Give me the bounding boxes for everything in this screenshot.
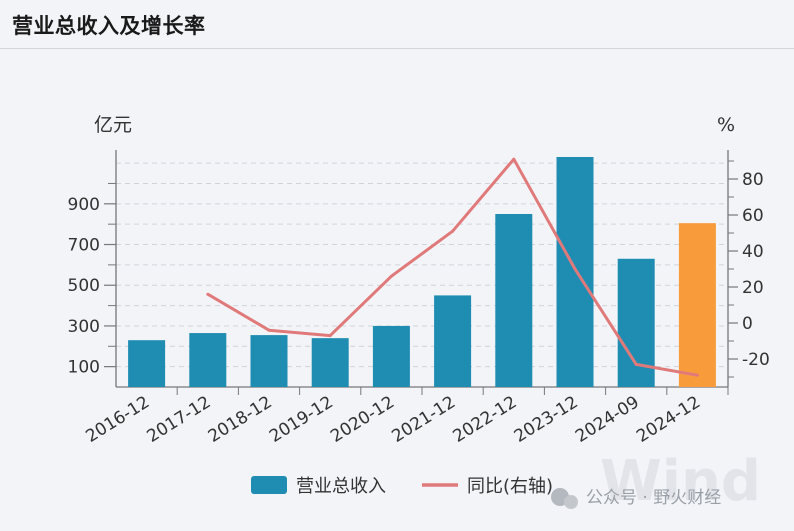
wechat-icon-small: [564, 495, 578, 509]
left-tick-label: 100: [68, 358, 100, 378]
x-tick-label: 2024-12: [633, 392, 704, 447]
legend-swatch-revenue: [251, 476, 287, 494]
legend-label-yoy: 同比(右轴): [467, 476, 553, 497]
bar-series: [128, 157, 716, 387]
yoy-point: [389, 274, 393, 278]
legend-label-revenue: 营业总收入: [296, 476, 386, 497]
bar-2021-12: [434, 295, 472, 387]
watermark: Wind: [600, 449, 761, 514]
x-tick-label: 2021-12: [388, 392, 459, 447]
right-tick-label: 80: [742, 170, 764, 190]
bar-2020-12: [372, 325, 410, 387]
right-tick-label: 0: [742, 314, 753, 334]
yoy-point: [451, 229, 455, 233]
axis-ticks: 100 300 500 700 900 -20 0 20 40 60 80: [68, 160, 770, 378]
yoy-point: [206, 292, 210, 296]
yoy-point: [328, 334, 332, 338]
chart-title: 营业总收入及增长率: [12, 14, 206, 38]
yoy-point: [634, 362, 638, 366]
chart-header: 营业总收入及增长率: [0, 0, 794, 49]
bar-2017-12: [189, 333, 227, 387]
watermark-logo: Wind: [600, 449, 761, 514]
watermark-text: 公众号 · 野火财经: [586, 488, 721, 508]
left-tick-label: 900: [68, 195, 100, 215]
grid-lines: [116, 162, 728, 368]
legend: 营业总收入 同比(右轴): [251, 476, 553, 497]
x-tick-labels: 2016-122017-122018-122019-122020-122021-…: [82, 387, 729, 447]
bar-2018-12: [250, 335, 288, 387]
bar-2016-12: [128, 340, 166, 387]
x-tick-label: 2018-12: [205, 392, 276, 447]
yoy-point: [573, 267, 577, 271]
x-tick-label: 2023-12: [511, 392, 582, 447]
left-tick-label: 300: [68, 317, 100, 337]
wechat-watermark: 公众号 · 野火财经: [551, 488, 721, 509]
yoy-point: [267, 328, 271, 332]
yoy-point: [512, 157, 516, 161]
bar-2022-12: [495, 213, 533, 387]
right-tick-label: 60: [742, 206, 764, 226]
x-tick-label: 2024-09: [572, 392, 643, 447]
right-tick-label: 40: [742, 242, 764, 262]
right-tick-label: -20: [742, 350, 770, 370]
bar-2024-12: [678, 223, 716, 387]
x-tick-label: 2016-12: [82, 392, 153, 447]
bar-2023-12: [556, 157, 594, 387]
yoy-point: [695, 373, 699, 377]
left-tick-label: 500: [68, 276, 100, 296]
x-tick-label: 2020-12: [327, 392, 398, 447]
left-axis-unit: 亿元: [94, 114, 132, 136]
right-tick-label: 20: [742, 278, 764, 298]
right-axis-unit: %: [717, 114, 735, 136]
line-series: [206, 157, 699, 377]
x-tick-label: 2017-12: [144, 392, 215, 447]
bar-2019-12: [311, 338, 349, 387]
left-tick-label: 700: [68, 236, 100, 256]
x-tick-label: 2022-12: [450, 392, 521, 447]
x-tick-label: 2019-12: [266, 392, 337, 447]
